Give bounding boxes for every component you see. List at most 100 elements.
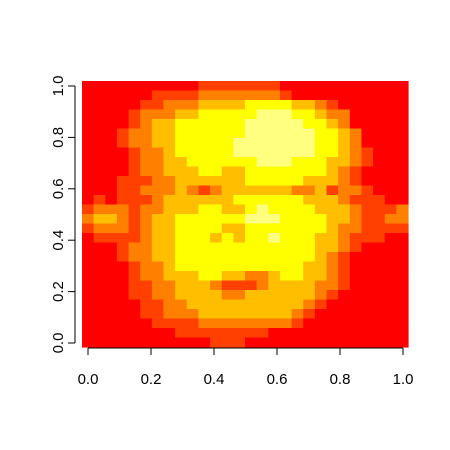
heatmap-cell bbox=[373, 166, 386, 177]
heatmap-cell bbox=[314, 309, 328, 320]
heatmap-cell bbox=[163, 223, 176, 234]
heatmap-cell bbox=[116, 233, 130, 244]
heatmap-cell bbox=[245, 337, 258, 348]
heatmap-cell bbox=[268, 309, 281, 320]
heatmap-cell bbox=[349, 299, 363, 310]
heatmap-cell bbox=[326, 119, 339, 130]
heatmap-cell bbox=[221, 138, 234, 149]
heatmap-cell bbox=[221, 166, 234, 177]
heatmap-cell bbox=[163, 280, 176, 291]
heatmap-cell bbox=[349, 214, 363, 225]
heatmap-cell bbox=[175, 299, 188, 310]
heatmap-cell bbox=[128, 100, 141, 111]
heatmap-cell bbox=[245, 328, 258, 339]
heatmap-cell bbox=[140, 271, 153, 282]
heatmap-cell bbox=[210, 128, 223, 139]
heatmap-cell bbox=[128, 309, 141, 320]
heatmap-cell bbox=[198, 223, 211, 234]
heatmap-cell bbox=[163, 157, 176, 168]
heatmap-cell bbox=[175, 157, 188, 168]
heatmap-cell bbox=[303, 157, 316, 168]
x-tick-label: 0.6 bbox=[267, 371, 288, 388]
heatmap-cell bbox=[373, 280, 386, 291]
heatmap-cell bbox=[233, 90, 246, 101]
heatmap-cell bbox=[396, 252, 409, 263]
heatmap-cell bbox=[210, 176, 223, 187]
heatmap-cell bbox=[361, 90, 374, 101]
heatmap-cell bbox=[93, 233, 106, 244]
heatmap-cell bbox=[151, 337, 165, 348]
heatmap-cell bbox=[373, 242, 386, 253]
heatmap-cell bbox=[93, 195, 106, 206]
heatmap-cell bbox=[279, 204, 293, 215]
heatmap-cell bbox=[116, 195, 130, 206]
heatmap-cell bbox=[314, 271, 328, 282]
heatmap-cell bbox=[151, 318, 165, 329]
heatmap-cell bbox=[314, 290, 328, 301]
heatmap-cell bbox=[105, 90, 118, 101]
heatmap-cell bbox=[326, 176, 339, 187]
heatmap-cell bbox=[82, 138, 95, 149]
heatmap-cell bbox=[373, 109, 386, 120]
heatmap-cell bbox=[279, 242, 293, 253]
heatmap-cell bbox=[256, 119, 269, 130]
heatmap-cell bbox=[338, 252, 351, 263]
heatmap-cell bbox=[128, 204, 141, 215]
heatmap-cell bbox=[256, 128, 269, 139]
heatmap-cell bbox=[116, 109, 130, 120]
heatmap-cell bbox=[82, 157, 95, 168]
heatmap-cell bbox=[268, 252, 281, 263]
heatmap-cell bbox=[105, 223, 118, 234]
heatmap-cell bbox=[396, 195, 409, 206]
heatmap-cell bbox=[349, 223, 363, 234]
heatmap-cell bbox=[233, 109, 246, 120]
heatmap-cell bbox=[326, 147, 339, 158]
heatmap-cell bbox=[361, 214, 374, 225]
heatmap-cell bbox=[93, 157, 106, 168]
heatmap-cell bbox=[303, 128, 316, 139]
heatmap-cell bbox=[279, 261, 293, 272]
heatmap-cell bbox=[233, 318, 246, 329]
heatmap-cell bbox=[384, 328, 397, 339]
heatmap-cell bbox=[373, 309, 386, 320]
heatmap-cell bbox=[291, 299, 304, 310]
heatmap-cell bbox=[268, 147, 281, 158]
heatmap-cell bbox=[93, 90, 106, 101]
heatmap-cell bbox=[175, 290, 188, 301]
heatmap-cell bbox=[314, 242, 328, 253]
heatmap-cell bbox=[221, 271, 234, 282]
heatmap-cell bbox=[384, 100, 397, 111]
heatmap-cell bbox=[291, 318, 304, 329]
heatmap-cell bbox=[279, 138, 293, 149]
heatmap-cell bbox=[303, 309, 316, 320]
heatmap-cell bbox=[105, 109, 118, 120]
heatmap-cell bbox=[151, 109, 165, 120]
heatmap-cell bbox=[163, 252, 176, 263]
heatmap-cell bbox=[373, 119, 386, 130]
heatmap-cell bbox=[373, 337, 386, 348]
heatmap-cell bbox=[245, 214, 258, 225]
heatmap-cell bbox=[186, 128, 200, 139]
heatmap-cell bbox=[279, 166, 293, 177]
heatmap-cell bbox=[128, 138, 141, 149]
heatmap-cell bbox=[326, 233, 339, 244]
heatmap-cell bbox=[233, 204, 246, 215]
heatmap-cell bbox=[198, 81, 211, 92]
heatmap-cell bbox=[116, 242, 130, 253]
heatmap-cell bbox=[279, 299, 293, 310]
heatmap-cell bbox=[233, 176, 246, 187]
heatmap-cell bbox=[303, 214, 316, 225]
heatmap-cell bbox=[396, 109, 409, 120]
heatmap-cell bbox=[314, 166, 328, 177]
heatmap-cell bbox=[82, 147, 95, 158]
heatmap-cell bbox=[221, 176, 234, 187]
heatmap-cell bbox=[221, 318, 234, 329]
heatmap-cell bbox=[175, 242, 188, 253]
heatmap-cell bbox=[384, 280, 397, 291]
heatmap-cell bbox=[140, 128, 153, 139]
heatmap-cell bbox=[93, 223, 106, 234]
heatmap-cell bbox=[279, 328, 293, 339]
heatmap-cell bbox=[338, 318, 351, 329]
heatmap-cell bbox=[291, 109, 304, 120]
